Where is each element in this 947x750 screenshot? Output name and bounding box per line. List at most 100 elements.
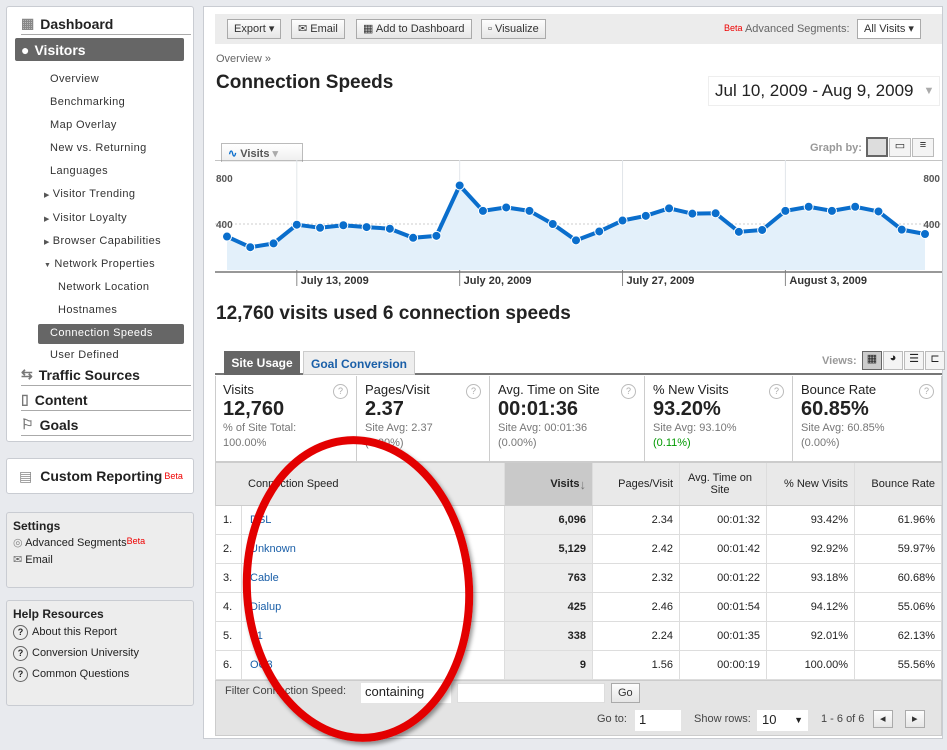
sidebar-item[interactable]: Connection Speeds — [38, 324, 184, 344]
segment-select[interactable]: All Visits ▾ — [857, 19, 921, 39]
column-header[interactable]: Bounce Rate — [855, 463, 942, 505]
y-tick-label: 800 — [216, 174, 233, 185]
help-icon[interactable]: ? — [919, 384, 934, 399]
views-label: Views: — [822, 355, 857, 367]
sidebar-item[interactable]: ▼ Network Properties — [44, 258, 156, 270]
date-range-picker[interactable]: Jul 10, 2009 - Aug 9, 2009 ▼ — [708, 76, 940, 106]
dashboard-icon: ▦ — [363, 23, 374, 35]
table-cell: 60.68% — [855, 564, 942, 592]
summary-headline: 12,760 visits used 6 connection speeds — [216, 303, 571, 324]
connection-speed-link[interactable]: Cable — [250, 572, 279, 584]
nav-visitors[interactable]: ● Visitors — [15, 38, 184, 61]
table-cell: 61.96% — [855, 506, 942, 534]
help-icon: ? — [13, 667, 28, 682]
table-cell: 55.56% — [855, 651, 942, 679]
table-cell: 2.46 — [593, 593, 680, 621]
nav-dashboard[interactable]: ▦ Dashboard — [21, 13, 191, 35]
export-button[interactable]: Export ▾ — [227, 19, 282, 39]
y-tick-label-right: 400 — [923, 220, 940, 231]
column-header[interactable]: % New Visits — [767, 463, 855, 505]
pivot-view-icon[interactable]: ⊏ — [925, 351, 945, 370]
show-rows-select[interactable]: 10 ▼ — [757, 710, 808, 731]
sidebar-item[interactable]: ▶ Visitor Loyalty — [44, 212, 128, 224]
graph-by-week-button[interactable]: ▭ — [889, 138, 911, 157]
table-cell: Cable — [242, 564, 505, 592]
help-link[interactable]: ? Common Questions — [13, 667, 187, 682]
sidebar-item[interactable]: Languages — [50, 165, 109, 177]
email-button[interactable]: ✉ Email — [291, 19, 345, 39]
next-page-button[interactable]: ▸ — [905, 710, 925, 728]
help-link[interactable]: ? Conversion University — [13, 646, 187, 661]
filter-input[interactable] — [457, 683, 605, 703]
connection-speed-link[interactable]: OC3 — [250, 659, 273, 671]
visualize-button[interactable]: ▫ Visualize — [481, 19, 546, 39]
filter-mode-select[interactable]: containing ▼ — [361, 683, 451, 703]
bar-view-icon[interactable]: ☰ — [904, 351, 924, 370]
table-cell: 1.56 — [593, 651, 680, 679]
help-icon[interactable]: ? — [769, 384, 784, 399]
sidebar-item[interactable]: Network Location — [58, 281, 150, 293]
data-point — [826, 205, 837, 216]
column-header[interactable]: Visits ↓ — [505, 463, 593, 505]
column-header[interactable]: Avg. Time on Site — [680, 463, 767, 505]
tab-goal-conversion[interactable]: Goal Conversion — [303, 351, 415, 375]
visits-chart: July 13, 2009 July 20, 2009 July 27, 2009 A… — [215, 160, 942, 287]
table-cell: 2.24 — [593, 622, 680, 650]
column-header[interactable]: Pages/Visit — [593, 463, 680, 505]
sidebar-item[interactable]: ▶ Browser Capabilities — [44, 235, 162, 247]
table-view-icon[interactable]: ▦ — [862, 351, 882, 370]
table-cell: 763 — [505, 564, 593, 592]
data-point — [547, 219, 558, 229]
advanced-segments-link[interactable]: ◎ Advanced SegmentsBeta — [13, 536, 146, 549]
prev-page-button[interactable]: ◂ — [873, 710, 893, 728]
help-icon[interactable]: ? — [621, 384, 636, 399]
help-icon[interactable]: ? — [466, 384, 481, 399]
help-link[interactable]: ? About this Report — [13, 625, 187, 640]
sidebar-item[interactable]: Map Overlay — [50, 119, 117, 131]
email-link[interactable]: ✉ Email — [13, 554, 53, 566]
data-point — [291, 219, 302, 230]
nav-content[interactable]: ▯ Content — [21, 389, 191, 411]
help-title: Help Resources — [13, 607, 104, 621]
connection-speed-link[interactable]: Dialup — [250, 601, 282, 613]
show-rows-label: Show rows: — [694, 713, 751, 725]
graph-by-day-button[interactable] — [866, 137, 888, 157]
settings-panel: Settings ◎ Advanced SegmentsBeta ✉ Email — [6, 512, 194, 588]
data-point — [803, 201, 814, 212]
help-icon[interactable]: ? — [333, 384, 348, 399]
data-point — [408, 232, 419, 243]
table-cell: 9 — [505, 651, 593, 679]
sidebar-item[interactable]: Benchmarking — [50, 96, 126, 108]
table-cell: 2.42 — [593, 535, 680, 563]
filter-go-button[interactable]: Go — [611, 683, 640, 703]
table-cell: 93.18% — [767, 564, 855, 592]
breadcrumb[interactable]: Overview » — [216, 53, 272, 65]
graph-by-month-button[interactable]: ≡ — [912, 138, 934, 157]
graph-metric-select[interactable]: ∿ Visits ▾ — [221, 143, 303, 162]
sidebar-item[interactable]: Overview — [50, 73, 100, 85]
nav-goals[interactable]: ⚐ Goals — [21, 414, 191, 436]
sort-down-icon: ↓ — [579, 476, 587, 492]
connection-speed-link[interactable]: DSL — [250, 514, 272, 526]
nav-traffic-sources[interactable]: ⇆ Traffic Sources — [21, 364, 191, 386]
goto-input[interactable]: 1 — [635, 710, 681, 731]
traffic-icon: ⇆ — [21, 366, 33, 382]
sidebar-item[interactable]: New vs. Returning — [50, 142, 147, 154]
connection-speed-link[interactable]: Unknown — [250, 543, 296, 555]
report-icon: ▤ — [19, 467, 33, 484]
pie-view-icon[interactable]: ◕ — [883, 351, 903, 370]
table-cell: Dialup — [242, 593, 505, 621]
sidebar-item[interactable]: Hostnames — [58, 304, 118, 316]
data-point — [361, 222, 372, 233]
data-point — [896, 224, 907, 235]
column-header[interactable]: Connection Speed — [242, 463, 505, 505]
sidebar-item[interactable]: User Defined — [50, 349, 119, 361]
tab-site-usage[interactable]: Site Usage — [224, 351, 300, 375]
visualize-icon: ▫ — [488, 23, 492, 35]
flag-icon: ⚐ — [21, 416, 34, 432]
add-to-dashboard-button[interactable]: ▦ Add to Dashboard — [356, 19, 472, 39]
table-cell: 93.42% — [767, 506, 855, 534]
custom-reporting-link[interactable]: ▤ Custom Reporting Beta — [6, 458, 194, 494]
connection-speed-link[interactable]: T1 — [250, 630, 263, 642]
sidebar-item[interactable]: ▶ Visitor Trending — [44, 188, 136, 200]
